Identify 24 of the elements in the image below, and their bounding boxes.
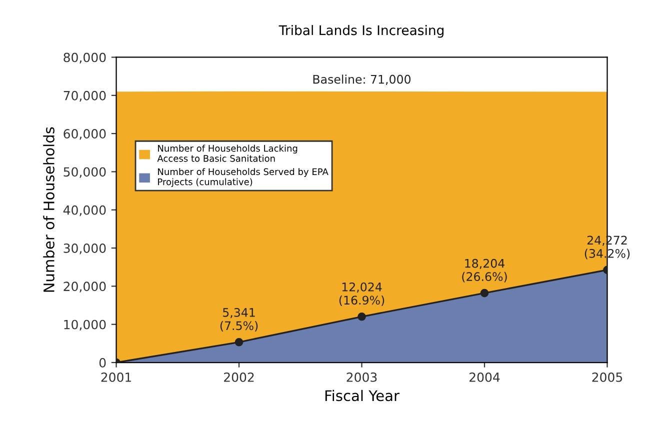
data-label: 12,024 (16.9%) [339,282,384,306]
legend-label: Number of Households Lacking Access to Basic Sanitation [157,144,298,162]
legend-label: Number of Households Served by EPA Projects (cumulative) [158,168,328,187]
y-tick-label: 0 [99,358,106,368]
y-tick-label: 70,000 [64,90,106,102]
x-tick-label: 2002 [224,372,254,382]
y-tick-label: 20,000 [64,282,106,292]
data-label: 5,341 (7.5%) [220,308,258,332]
x-axis-title: Fiscal Year [325,390,400,402]
x-tick-label: 2005 [592,372,622,382]
x-tick-label: 2001 [101,372,132,382]
y-tick-label: 30,000 [64,244,106,254]
y-tick-label: 10,000 [64,320,106,331]
x-tick-label: 2004 [470,372,500,382]
y-axis-title: Number of Households [43,127,54,292]
data-label: 24,272 (34.2%) [584,236,630,260]
y-tick-label: 40,000 [63,205,106,216]
chart-title: Tribal Lands Is Increasing [278,24,444,38]
annotation: Baseline: 71,000 [313,74,411,85]
y-tick-label: 60,000 [64,129,106,140]
y-tick-label: 50,000 [64,167,106,178]
x-tick-label: 2003 [346,372,377,382]
y-tick-label: 80,000 [64,52,106,64]
data-label: 18,204 (26.6%) [462,258,507,282]
